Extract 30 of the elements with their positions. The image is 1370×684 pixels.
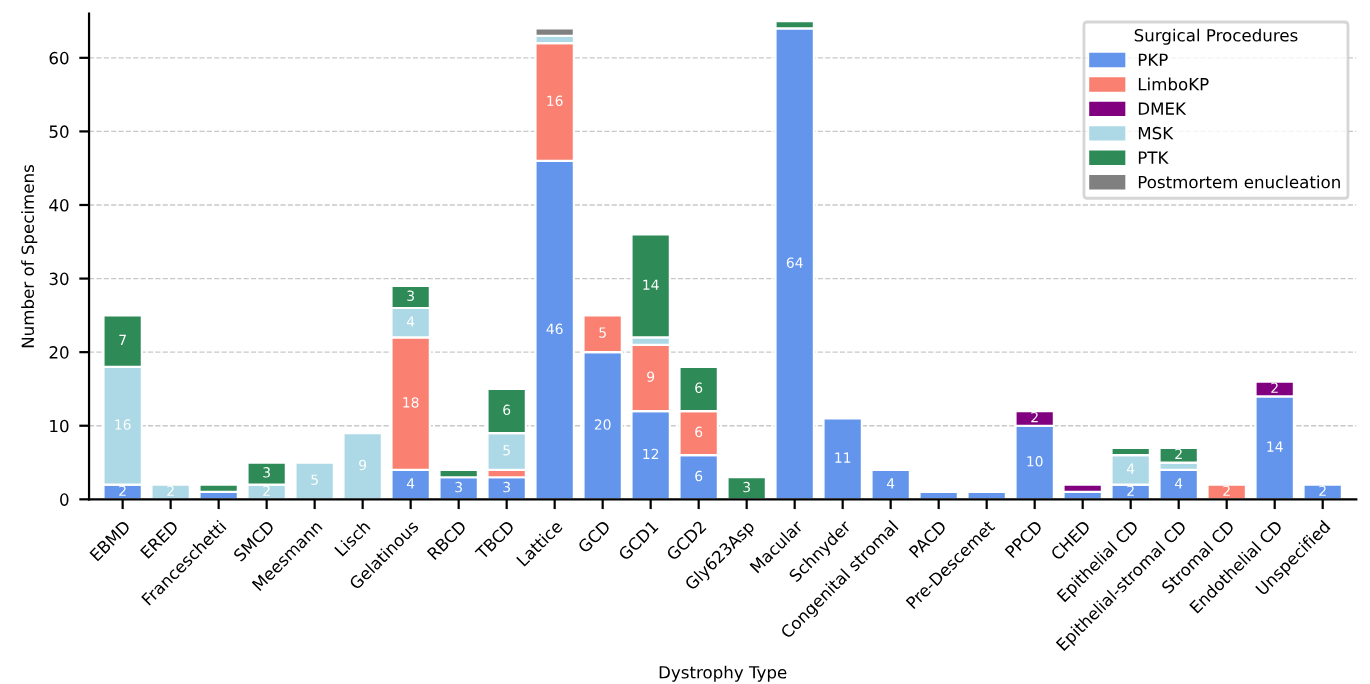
legend-label: PTK bbox=[1138, 151, 1169, 164]
legend-label: PKP bbox=[1138, 53, 1168, 66]
x-axis-title: Dystrophy Type bbox=[659, 665, 787, 682]
legend-label: DMEK bbox=[1138, 102, 1187, 115]
bar bbox=[630, 233, 671, 339]
bar bbox=[150, 483, 191, 500]
bar bbox=[774, 27, 815, 500]
bar bbox=[534, 27, 575, 37]
y-tick-label: 50 bbox=[49, 125, 69, 138]
bar bbox=[1158, 446, 1199, 464]
bar bbox=[726, 476, 767, 500]
bar bbox=[294, 461, 335, 500]
y-tick-label: 40 bbox=[49, 198, 69, 212]
bar bbox=[1302, 483, 1344, 500]
bar bbox=[198, 483, 239, 494]
y-tick-label: 10 bbox=[50, 419, 69, 433]
legend-title: Surgical Procedures bbox=[1134, 28, 1298, 45]
bar bbox=[1062, 483, 1103, 494]
bar bbox=[1206, 483, 1248, 500]
y-axis-title: Number of Specimens bbox=[21, 165, 38, 348]
y-tick-label: 60 bbox=[49, 51, 69, 65]
bar bbox=[342, 431, 383, 500]
y-tick-label: 0 bbox=[60, 493, 69, 506]
legend-label: Postmortem enucleation bbox=[1138, 175, 1340, 189]
bar bbox=[822, 417, 863, 500]
y-tick-label: 20 bbox=[49, 346, 69, 359]
y-tick-label: 30 bbox=[49, 272, 69, 286]
legend-label: MSK bbox=[1138, 126, 1174, 140]
bar bbox=[870, 468, 911, 500]
legend-label: LimboKP bbox=[1138, 77, 1209, 91]
